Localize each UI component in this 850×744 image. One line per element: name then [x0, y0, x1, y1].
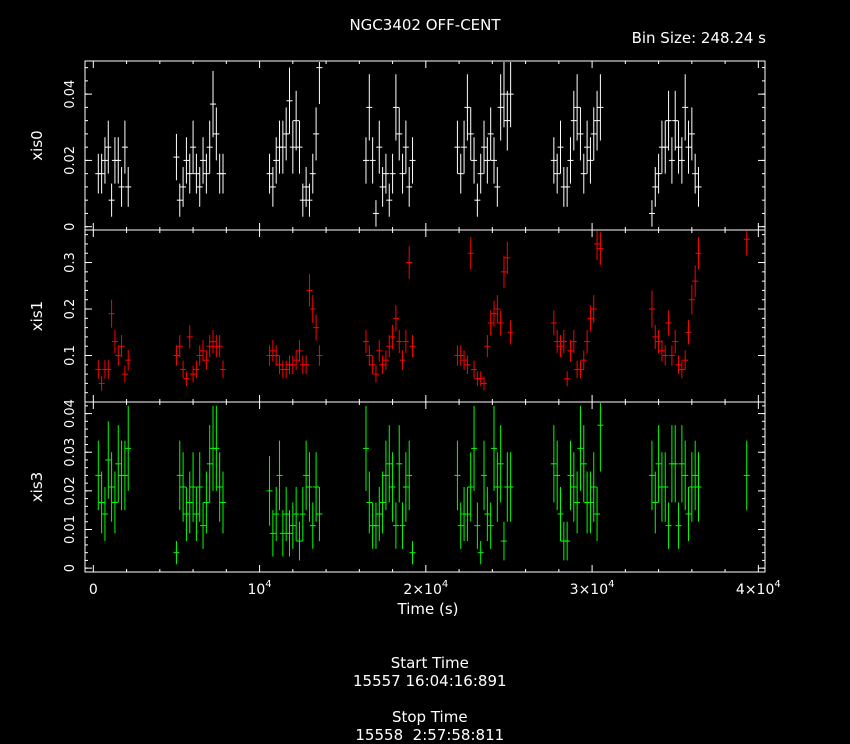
start-time-value: 15557 16:04:16:891: [353, 672, 507, 690]
y-tick-label: 0: [63, 223, 78, 231]
panel-xis3: 0 0.01 0.02 0.03 0.04 xis3: [28, 399, 766, 573]
y-tick-label: 0.01: [63, 515, 78, 544]
series-xis3: [95, 403, 750, 565]
time-range-footer: Start Time 15557 16:04:16:891 Stop Time …: [0, 636, 850, 744]
stop-time-label: Stop Time: [391, 708, 468, 726]
y-tick-label: 0.3: [63, 252, 78, 273]
light-curve-plot: 00.020.04xis00.10.20.3xis100.010.020.030…: [28, 60, 781, 618]
x-tick-label: 0: [89, 582, 98, 598]
y-tick-label: 0.2: [63, 299, 78, 320]
bin-size-label: Bin Size: 248.24 s: [631, 29, 766, 47]
panel-xis1: 0.1 0.2 0.3 xis1: [28, 229, 766, 403]
x-tick-label: 4×104: [736, 579, 781, 598]
stop-time-value: 15558 2:57:58:811: [355, 726, 505, 744]
y-tick-label: 0: [63, 564, 78, 572]
chart-title: NGC3402 OFF-CENT: [349, 16, 501, 34]
x-tick-label: 2×104: [403, 579, 448, 598]
y-axis-label: xis1: [28, 301, 46, 331]
x-tick-label: 3×104: [570, 579, 615, 598]
y-tick-label: 0.1: [63, 345, 78, 366]
start-time-label: Start Time: [390, 654, 469, 672]
y-tick-label: 0.04: [63, 399, 78, 428]
y-tick-label: 0.02: [63, 476, 78, 505]
panel-frame: [84, 401, 766, 573]
y-axis-label: xis0: [28, 130, 46, 160]
x-axis-label: Time (s): [397, 600, 459, 618]
series-xis1: [95, 231, 750, 391]
series-xis0: [95, 62, 702, 227]
panel-frame: [84, 60, 766, 231]
panel-xis0: 0 0.02 0.04 xis0: [28, 60, 766, 231]
y-axis-label: xis3: [28, 472, 46, 502]
y-tick-label: 0.03: [63, 438, 78, 467]
y-tick-label: 0.04: [63, 80, 78, 109]
x-tick-label: 104: [247, 579, 271, 598]
panel-frame: [84, 229, 766, 403]
y-tick-label: 0.02: [63, 146, 78, 175]
